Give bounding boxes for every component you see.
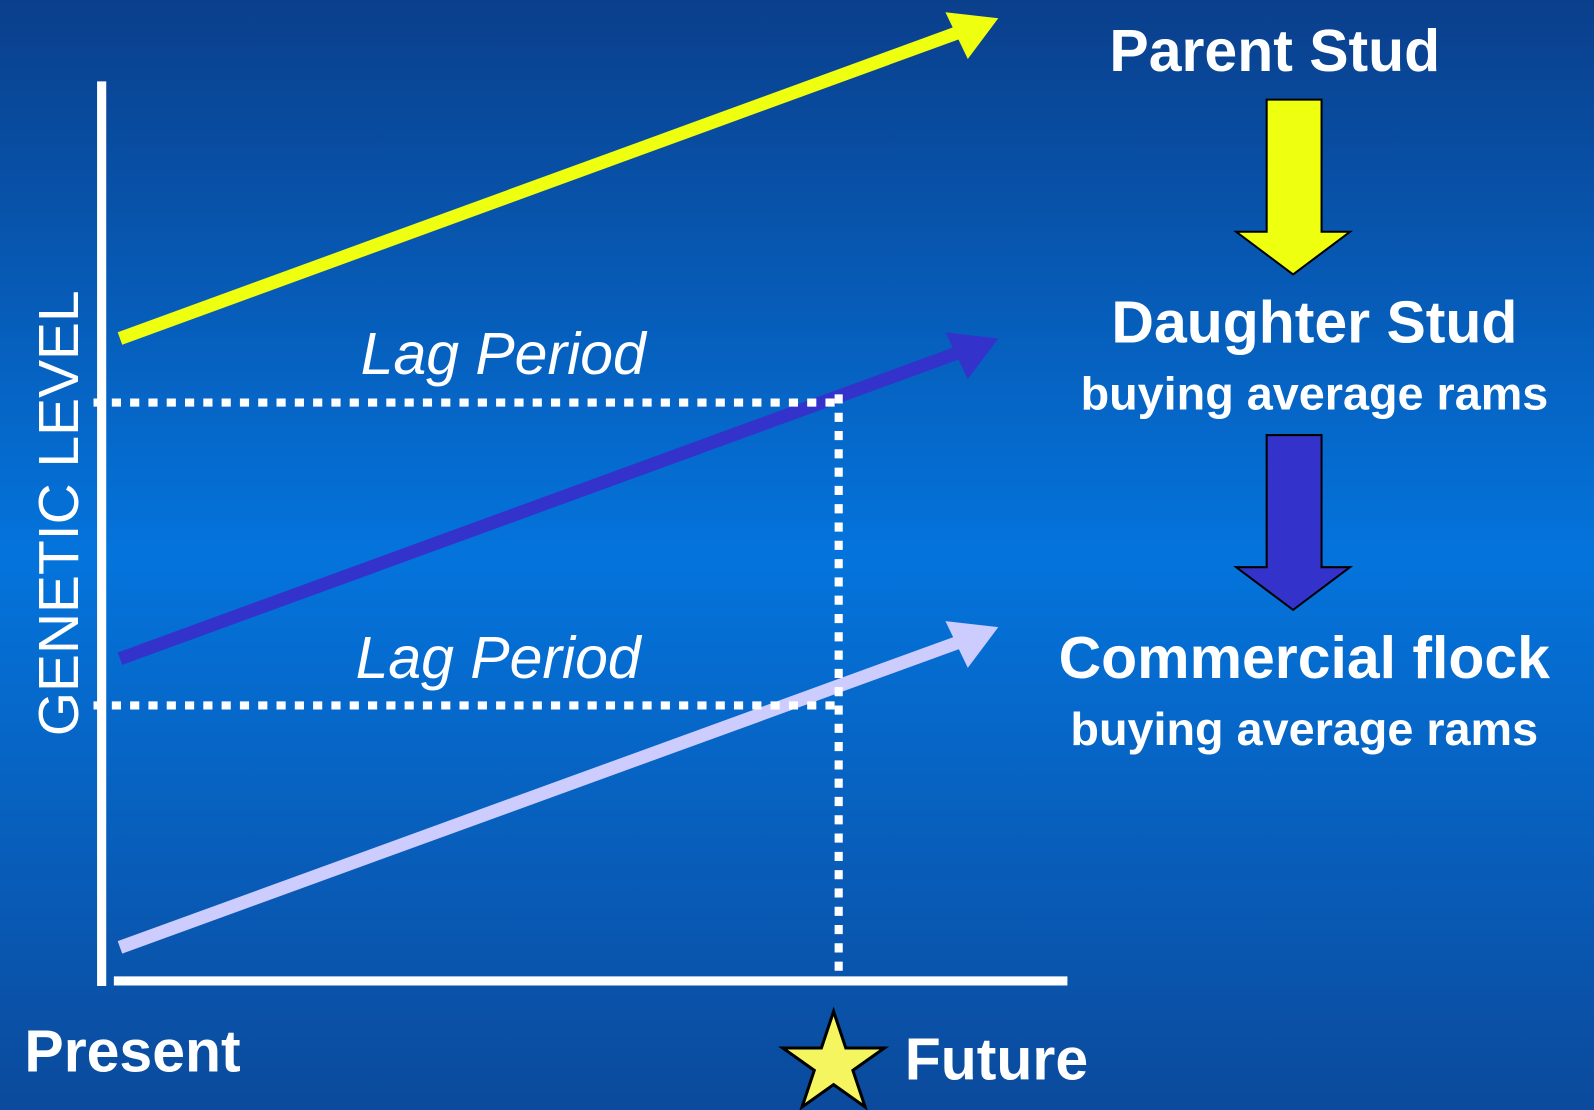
tier-subtitle: buying average rams [1070,703,1538,755]
commercial-arrow [117,621,999,954]
lag-label: Lag Period [356,626,643,691]
tier-subtitle: buying average rams [1081,368,1549,420]
y-axis-label: GENETIC LEVEL [27,290,91,736]
end-label: Future [905,1028,1088,1093]
tier-title: Commercial flock [1059,626,1551,691]
down-arrow [1233,98,1354,276]
star [777,1006,890,1110]
lag-label: Lag Period [361,322,648,387]
lag-guides [93,394,844,974]
daughter-arrow [117,332,999,665]
parent-arrow [117,12,999,345]
down-arrow [1233,434,1354,612]
tier-title: Parent Stud [1109,19,1440,84]
tier-title: Daughter Stud [1111,291,1517,356]
start-label: Present [24,1019,240,1084]
